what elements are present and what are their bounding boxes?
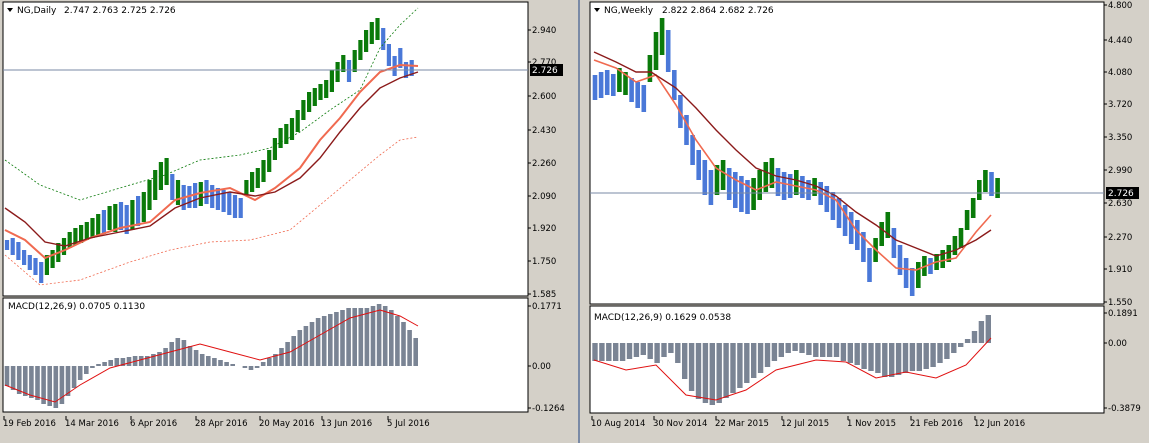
weekly-price-axis-label: 4.080 (1108, 68, 1132, 78)
daily-slow-ma (4, 71, 419, 247)
daily-price-axis-label: 2.430 (532, 126, 556, 136)
weekly-price-badge-label: 2.726 (1108, 189, 1134, 199)
weekly-date-label: 1 Nov 2015 (847, 419, 896, 429)
daily-chart[interactable]: NG,Daily 2.747 2.763 2.725 2.726 MACD(12… (0, 0, 573, 443)
daily-price-axis-label: 1.585 (532, 290, 556, 300)
weekly-date-label: 10 Aug 2014 (591, 419, 645, 429)
weekly-price-badge (1106, 187, 1139, 199)
daily-price-axis-label: 2.090 (532, 192, 556, 202)
weekly-price-axis-label: 3.720 (1108, 100, 1132, 110)
daily-date-axis[interactable]: 19 Feb 2016 14 Mar 2016 6 Apr 2016 28 Apr 2… (3, 416, 430, 429)
chevron-down-icon[interactable] (7, 8, 13, 12)
daily-chart-window[interactable]: NG,Daily 2.747 2.763 2.725 2.726 MACD(12… (0, 0, 573, 443)
daily-price-axis[interactable]: 2.940 2.770 2.600 2.430 2.260 2.090 1.920 1.750… (528, 26, 556, 300)
weekly-date-label: 12 Jun 2016 (974, 419, 1025, 429)
daily-date-label: 14 Mar 2016 (65, 419, 119, 429)
daily-price-axis-label: 1.920 (532, 224, 556, 234)
daily-lower-envelope (4, 136, 419, 286)
daily-macd-axis-label: 0.00 (532, 362, 551, 372)
weekly-date-label: 30 Nov 2014 (653, 419, 707, 429)
weekly-macd-axis-label: -0.3879 (1108, 404, 1141, 414)
weekly-price-axis-label: 2.270 (1108, 233, 1132, 243)
weekly-ohlc-values: 2.822 2.864 2.682 2.726 (662, 6, 774, 16)
weekly-price-axis-label: 2.630 (1108, 199, 1132, 209)
weekly-price-axis-label: 1.910 (1108, 265, 1132, 275)
window-splitter[interactable] (573, 0, 586, 443)
weekly-price-axis-label: 3.350 (1108, 133, 1132, 143)
daily-price-axis-label: 2.940 (532, 26, 556, 36)
daily-date-label: 28 Apr 2016 (195, 419, 248, 429)
daily-date-label: 19 Feb 2016 (3, 419, 56, 429)
weekly-price-axis-label: 1.550 (1108, 298, 1132, 308)
weekly-price-axis-label: 4.440 (1108, 36, 1132, 46)
weekly-chart-title: NG,Weekly (604, 6, 654, 16)
daily-macd-title: MACD(12,26,9) 0.0705 0.1130 (8, 302, 145, 312)
daily-macd-axis-label: 0.1771 (532, 302, 562, 312)
weekly-macd-axis[interactable]: 0.1891 0.00 -0.3879 (1104, 309, 1141, 414)
weekly-price-axis-label: 4.800 (1108, 1, 1132, 11)
daily-fast-ma (4, 63, 419, 260)
chevron-down-icon[interactable] (594, 8, 600, 12)
weekly-macd-signal (593, 337, 992, 401)
weekly-fast-ma (593, 59, 992, 271)
weekly-date-label: 22 Mar 2015 (715, 419, 769, 429)
weekly-macd-axis-label: 0.1891 (1108, 309, 1138, 319)
daily-macd-pane[interactable] (2, 297, 529, 413)
daily-macd-axis-label: -0.1264 (532, 404, 565, 414)
weekly-macd-title: MACD(12,26,9) 0.1629 0.0538 (594, 313, 731, 323)
daily-price-axis-label: 2.260 (532, 159, 556, 169)
weekly-date-label: 21 Feb 2016 (910, 419, 963, 429)
weekly-slow-ma (593, 51, 992, 257)
daily-upper-envelope (4, 7, 419, 201)
daily-price-badge (530, 64, 563, 76)
daily-price-badge-label: 2.726 (532, 66, 558, 76)
weekly-date-label: 12 Jul 2015 (781, 419, 829, 429)
weekly-price-axis[interactable]: 4.800 4.440 4.080 3.720 3.350 2.990 2.630 2.270… (1104, 1, 1132, 308)
weekly-price-pane[interactable] (589, 1, 1105, 305)
daily-chart-title: NG,Daily (17, 6, 57, 16)
daily-date-label: 6 Apr 2016 (130, 419, 177, 429)
daily-ohlc-values: 2.747 2.763 2.725 2.726 (64, 6, 176, 16)
weekly-macd-axis-label: 0.00 (1108, 339, 1127, 349)
daily-price-axis-label: 2.770 (532, 58, 556, 68)
weekly-chart[interactable]: NG,Weekly 2.822 2.864 2.682 2.726 MACD(1… (586, 0, 1149, 443)
daily-date-label: 5 Jul 2016 (387, 419, 430, 429)
daily-date-label: 20 May 2016 (259, 419, 314, 429)
daily-price-pane[interactable] (2, 1, 529, 297)
daily-date-label: 13 Jun 2016 (321, 419, 372, 429)
weekly-price-axis-label: 2.990 (1108, 166, 1132, 176)
daily-price-axis-label: 2.600 (532, 92, 556, 102)
daily-macd-axis[interactable]: 0.1771 0.00 -0.1264 (528, 302, 565, 414)
daily-price-axis-label: 1.750 (532, 257, 556, 267)
daily-macd-signal (4, 309, 419, 403)
weekly-chart-window[interactable]: NG,Weekly 2.822 2.864 2.682 2.726 MACD(1… (586, 0, 1149, 443)
weekly-date-axis[interactable]: 10 Aug 2014 30 Nov 2014 22 Mar 2015 12 Jul … (591, 416, 1025, 429)
